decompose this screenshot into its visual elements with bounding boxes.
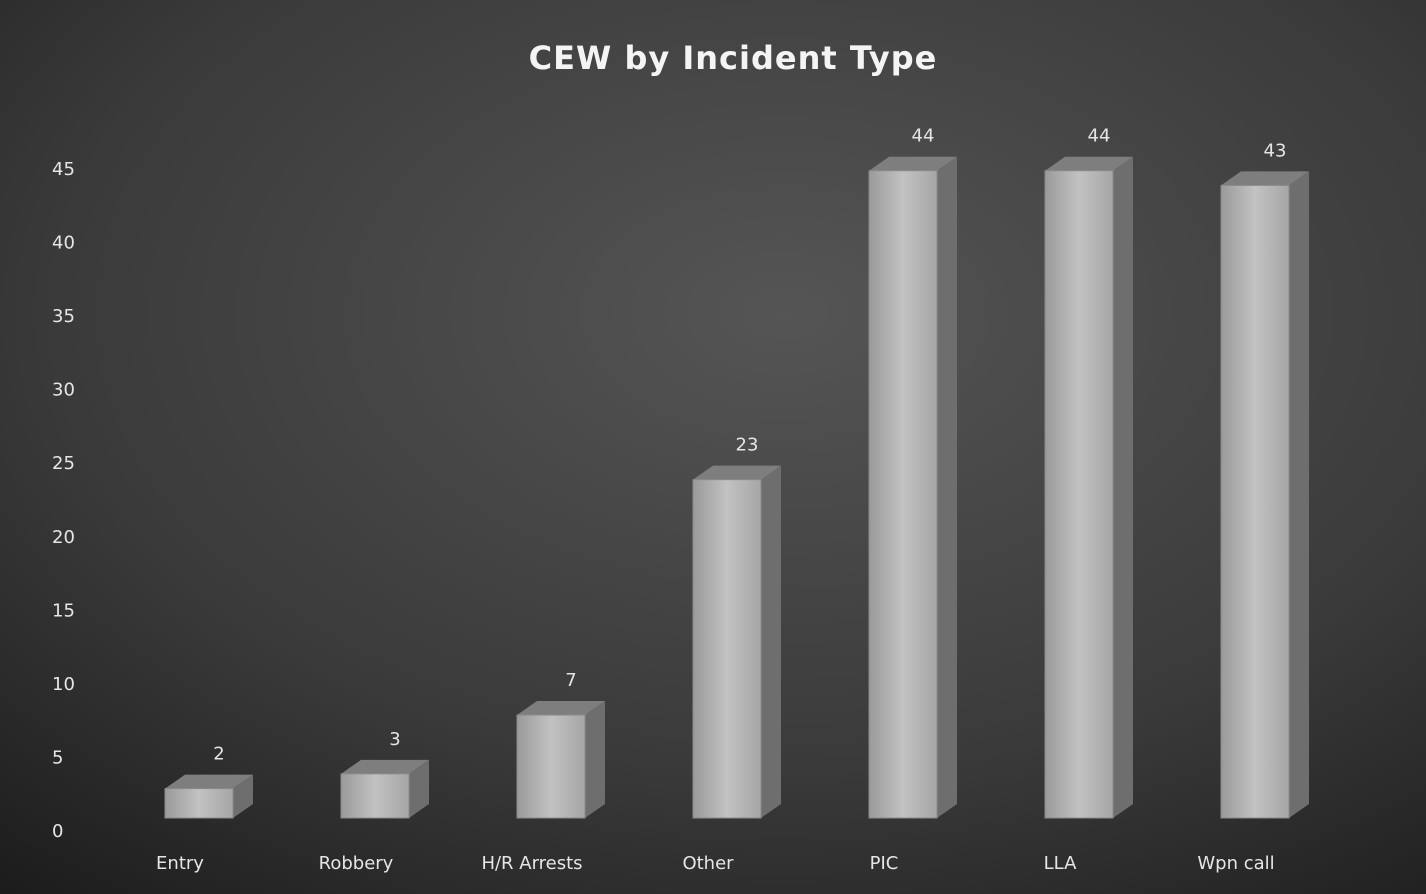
y-tick-label: 10 bbox=[52, 674, 75, 695]
y-tick-label: 30 bbox=[52, 380, 75, 401]
bar-top bbox=[341, 759, 429, 774]
y-tick-label: 45 bbox=[52, 159, 75, 180]
bar-side bbox=[409, 759, 429, 818]
bar bbox=[1220, 184, 1290, 819]
bar-side bbox=[585, 701, 605, 818]
x-tick-label: Other bbox=[682, 853, 734, 874]
bar bbox=[516, 714, 586, 819]
data-label: 3 bbox=[389, 729, 400, 750]
y-tick-label: 40 bbox=[52, 233, 75, 254]
x-tick-label: LLA bbox=[1044, 853, 1077, 874]
y-tick-label: 25 bbox=[52, 453, 75, 474]
x-tick-label: Entry bbox=[156, 853, 204, 874]
bar-group bbox=[516, 701, 605, 819]
bar bbox=[692, 479, 762, 819]
data-label: 23 bbox=[736, 435, 759, 456]
bar-side bbox=[1289, 171, 1309, 818]
y-tick-label: 20 bbox=[52, 527, 75, 548]
data-label: 7 bbox=[565, 670, 576, 691]
y-tick-label: 35 bbox=[52, 306, 75, 327]
chart-title: CEW by Incident Type bbox=[529, 39, 938, 77]
data-label: 44 bbox=[1088, 126, 1111, 147]
bar-group bbox=[340, 759, 429, 819]
bar bbox=[164, 788, 234, 819]
x-tick-label: PIC bbox=[870, 853, 899, 874]
bar-side bbox=[761, 465, 781, 818]
bar-top bbox=[693, 465, 781, 480]
bar bbox=[340, 773, 410, 819]
data-label: 43 bbox=[1264, 140, 1287, 161]
x-tick-label: Robbery bbox=[319, 853, 394, 874]
bar-side bbox=[1113, 156, 1133, 818]
bar-group bbox=[692, 465, 781, 819]
bar-top bbox=[869, 156, 957, 171]
bar-group bbox=[1220, 171, 1309, 819]
bar-top bbox=[165, 774, 253, 789]
bar-top bbox=[1045, 156, 1133, 171]
bar-top bbox=[1221, 171, 1309, 186]
x-tick-label: H/R Arrests bbox=[481, 853, 582, 874]
bar-top bbox=[517, 701, 605, 716]
bar bbox=[868, 170, 938, 819]
bar-group bbox=[1044, 156, 1133, 819]
y-tick-label: 5 bbox=[52, 747, 63, 768]
x-tick-label: Wpn call bbox=[1197, 853, 1274, 874]
bar-group bbox=[868, 156, 957, 819]
bar-side bbox=[233, 774, 253, 818]
bar-side bbox=[937, 156, 957, 818]
y-tick-label: 15 bbox=[52, 600, 75, 621]
data-label: 44 bbox=[912, 126, 935, 147]
data-label: 2 bbox=[213, 744, 224, 765]
bar bbox=[1044, 170, 1114, 819]
bar-group bbox=[164, 774, 253, 819]
y-tick-label: 0 bbox=[52, 821, 63, 842]
